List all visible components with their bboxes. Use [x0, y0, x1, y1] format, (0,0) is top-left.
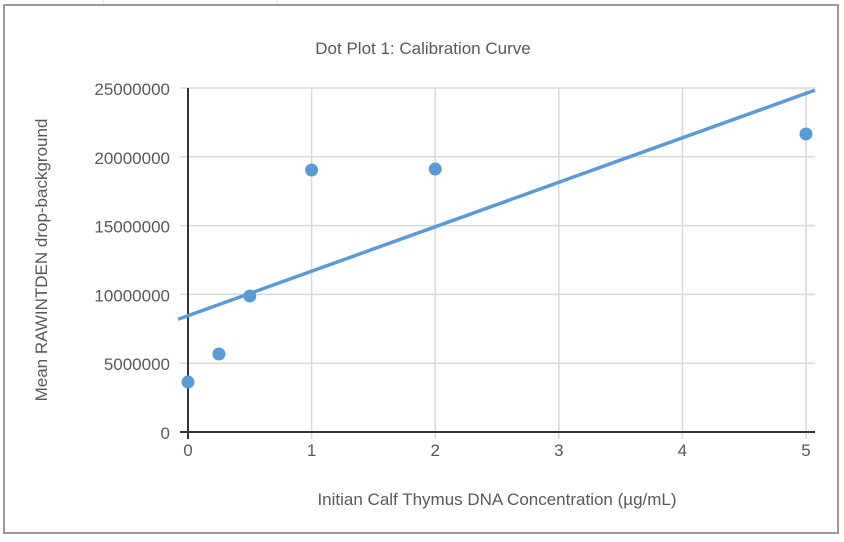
data-point	[212, 347, 226, 361]
y-axis-label: Mean RAWINTDEN drop-background	[32, 119, 51, 402]
x-tick-label: 3	[554, 441, 563, 460]
data-point	[305, 163, 319, 177]
trendline	[177, 88, 816, 321]
data-point	[181, 375, 195, 389]
data-point	[428, 162, 442, 176]
chart-title: Dot Plot 1: Calibration Curve	[315, 39, 530, 58]
chart-frame	[3, 4, 839, 534]
x-tick-label: 4	[678, 441, 687, 460]
y-tick-label: 25000000	[94, 80, 170, 99]
x-tick-label: 2	[430, 441, 439, 460]
x-tick-label: 1	[307, 441, 316, 460]
x-tick-label: 5	[801, 441, 810, 460]
y-tick-label: 15000000	[94, 218, 170, 237]
y-tick-label: 5000000	[104, 355, 170, 374]
x-tick-label: 0	[183, 441, 192, 460]
data-point	[799, 127, 813, 141]
y-tick-label: 0	[161, 424, 170, 443]
y-tick-label: 20000000	[94, 149, 170, 168]
y-tick-label: 10000000	[94, 286, 170, 305]
data-point	[243, 289, 257, 303]
x-axis-label: Initian Calf Thymus DNA Concentration (µ…	[317, 490, 676, 509]
